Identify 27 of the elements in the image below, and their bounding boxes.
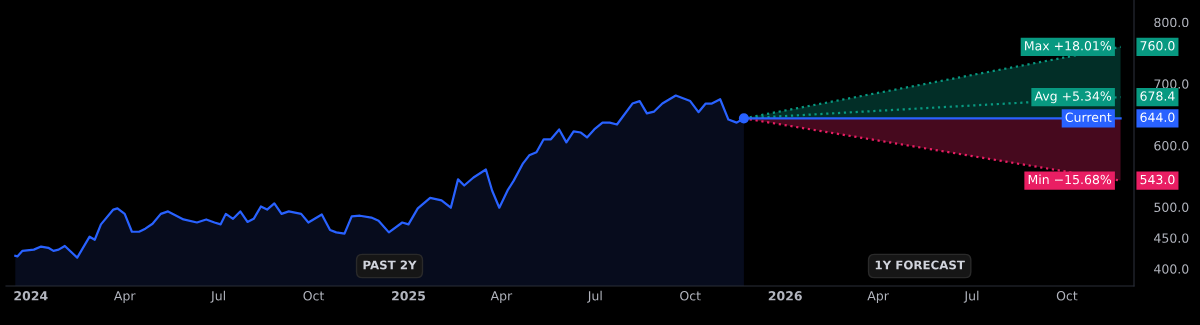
y-tick-label: 800.0 <box>1154 17 1189 28</box>
x-tick-label: 2025 <box>392 291 426 301</box>
annotation: 1Y FORECAST <box>875 260 965 270</box>
x-tick-label: Oct <box>303 291 325 301</box>
data-label: 543.0 <box>1140 174 1175 185</box>
y-tick-label: 500.0 <box>1154 202 1189 213</box>
x-tick-label: Jul <box>210 290 225 303</box>
x-tick-label: Apr <box>490 291 513 303</box>
data-label: 760.0 <box>1140 41 1175 51</box>
x-tick-label: Oct <box>680 291 701 301</box>
x-tick-label: Oct <box>1056 291 1078 301</box>
x-tick-label: Apr <box>867 291 889 303</box>
x-tick-label: 2026 <box>768 291 802 301</box>
data-label: 644.0 <box>1140 112 1175 122</box>
annotation: PAST 2Y <box>363 260 417 270</box>
y-tick-label: 450.0 <box>1154 233 1189 243</box>
legend-label: Min −15.68% <box>1028 174 1112 185</box>
data-label: 678.4 <box>1140 91 1175 101</box>
x-tick-label: Jul <box>587 290 602 303</box>
x-tick-label: 2024 <box>14 291 48 301</box>
legend-label: Current <box>1065 112 1112 122</box>
x-tick-label: Apr <box>113 291 136 303</box>
legend-label: Avg +5.34% <box>1034 91 1112 104</box>
x-tick-label: Jul <box>963 290 979 303</box>
y-tick-label: 600.0 <box>1154 140 1189 151</box>
y-tick-label: 400.0 <box>1154 264 1189 274</box>
legend-label: Max +18.01% <box>1025 41 1112 51</box>
